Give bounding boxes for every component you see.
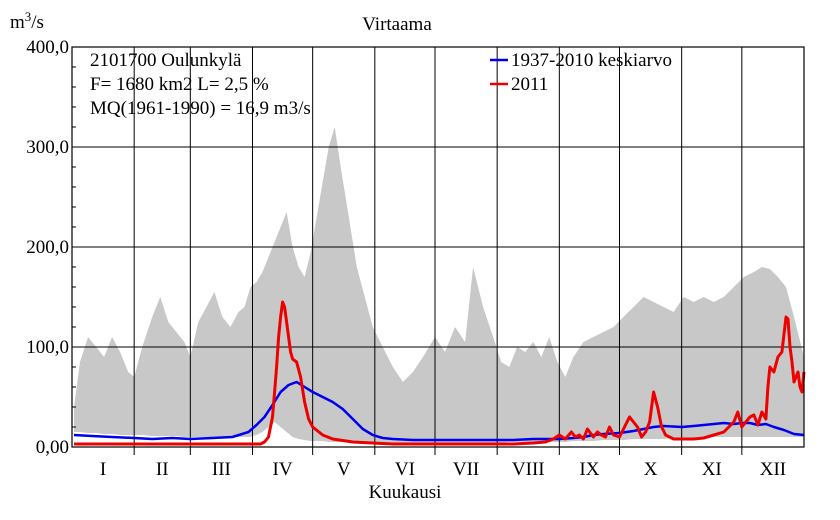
range-area xyxy=(74,127,804,443)
y-axis-label-unit: /s xyxy=(31,12,44,33)
x-tick-label: IV xyxy=(273,459,293,480)
mean-series-line xyxy=(73,380,805,442)
x-tick-label: VIII xyxy=(512,459,545,480)
plot-frame xyxy=(71,46,805,448)
legend: 1937-2010 keskiarvo 2011 xyxy=(490,50,672,95)
y-tick-label: 0,00 xyxy=(36,437,69,458)
x-tick-label: III xyxy=(212,459,231,480)
x-tick-label: XI xyxy=(702,459,722,480)
x-axis-label: Kuukausi xyxy=(369,482,442,503)
chart-title: Virtaama xyxy=(362,14,432,35)
legend-label-year: 2011 xyxy=(511,74,548,95)
y-tick-label: 400,0 xyxy=(26,37,69,58)
y-axis-label-exponent: 3 xyxy=(25,9,32,24)
year-series-line xyxy=(74,300,806,446)
x-tick-label: X xyxy=(644,459,658,480)
info-line-station: 2101700 Oulunkylä xyxy=(90,50,242,71)
info-line-mq: MQ(1961-1990) = 16,9 m3/s xyxy=(90,98,311,119)
y-tick-label: 300,0 xyxy=(26,137,69,158)
x-tick-label: XII xyxy=(760,459,786,480)
x-tick-label: VII xyxy=(453,459,479,480)
y-tick-label: 100,0 xyxy=(26,337,69,358)
x-tick-label: VI xyxy=(395,459,415,480)
x-tick-label: I xyxy=(100,459,106,480)
x-tick-label: II xyxy=(156,459,169,480)
x-tick-label: IX xyxy=(579,459,599,480)
y-axis-label: m3/s xyxy=(10,9,44,33)
x-tick-label: V xyxy=(337,459,351,480)
y-tick-label: 200,0 xyxy=(26,237,69,258)
legend-label-mean: 1937-2010 keskiarvo xyxy=(511,50,672,71)
info-line-area: F= 1680 km2 L= 2,5 % xyxy=(90,74,269,95)
y-axis-label-base: m xyxy=(10,12,25,33)
